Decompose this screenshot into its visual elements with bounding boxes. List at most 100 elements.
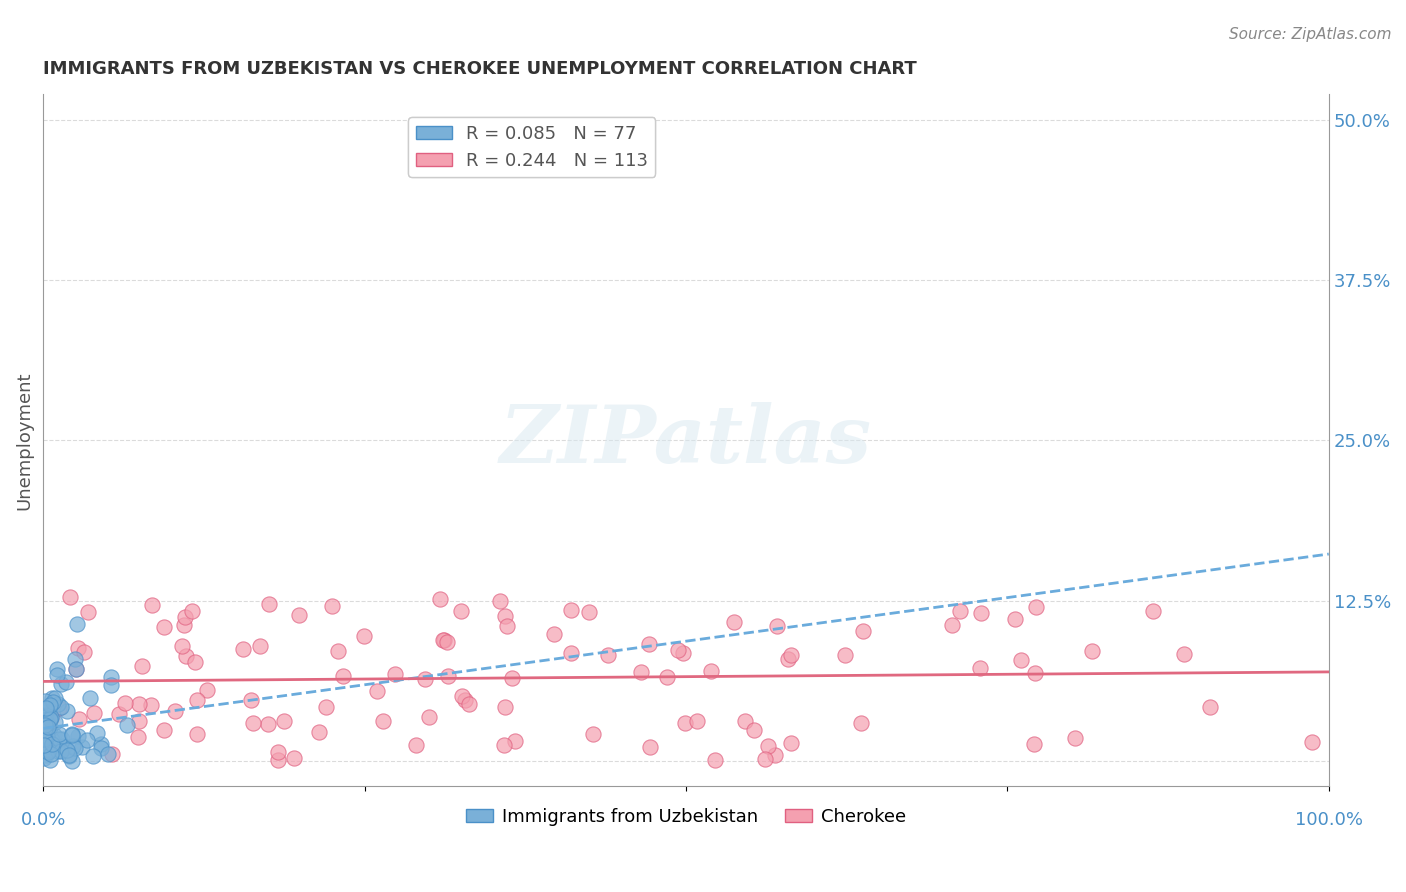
Point (418, 709, 440, 723)
Point (432, 632, 454, 647)
Point (48, 732, 70, 747)
Point (107, 707, 129, 722)
Point (48, 727, 70, 741)
Point (152, 620, 174, 634)
Point (489, 593, 512, 607)
Point (700, 664, 723, 678)
Point (186, 727, 208, 741)
Point (82, 748, 104, 763)
Point (79, 690, 101, 705)
Point (49, 677, 72, 691)
Point (1173, 647, 1195, 661)
Point (970, 606, 993, 620)
Point (60, 754, 83, 768)
Point (1063, 731, 1085, 745)
Point (42, 695, 65, 709)
Point (437, 669, 460, 683)
Point (638, 637, 661, 651)
Point (35, 716, 58, 731)
Point (195, 682, 218, 697)
Point (433, 632, 456, 647)
Point (744, 723, 766, 737)
Point (671, 646, 693, 660)
Point (39, 709, 62, 723)
Point (100, 678, 122, 692)
Point (65, 662, 87, 676)
Point (756, 739, 779, 753)
Point (67, 712, 90, 726)
Point (734, 714, 756, 728)
Point (494, 739, 516, 753)
Point (686, 714, 709, 729)
Point (186, 693, 208, 707)
Point (673, 715, 696, 730)
Point (763, 747, 786, 762)
Point (39, 747, 62, 761)
Point (326, 644, 349, 658)
Point (60, 728, 83, 742)
Point (66, 729, 89, 743)
Point (115, 717, 138, 731)
Point (51, 699, 73, 714)
Point (173, 610, 195, 624)
Point (46, 697, 69, 711)
Point (1024, 737, 1046, 751)
Point (315, 700, 337, 714)
Point (174, 648, 197, 663)
Point (754, 752, 776, 766)
Point (37, 731, 59, 745)
Point (851, 716, 873, 731)
Point (38, 712, 60, 726)
Point (49, 739, 72, 753)
Point (53, 739, 76, 753)
Point (371, 714, 394, 728)
Point (1004, 612, 1026, 626)
Point (852, 624, 875, 638)
Point (494, 608, 516, 623)
Point (97, 747, 120, 761)
Point (77, 605, 100, 619)
Point (288, 607, 311, 622)
Point (183, 656, 205, 670)
Point (152, 723, 174, 737)
Point (578, 605, 600, 619)
Point (34, 731, 56, 746)
Point (44, 728, 66, 742)
Point (267, 753, 290, 767)
Point (704, 753, 727, 767)
Point (66, 616, 89, 631)
Point (67, 640, 90, 655)
Point (58, 749, 80, 764)
Point (1301, 735, 1323, 749)
Point (353, 630, 375, 644)
Point (503, 734, 526, 748)
Point (70, 739, 93, 754)
Point (114, 696, 136, 710)
Point (32, 739, 55, 753)
Point (1010, 653, 1032, 667)
Point (666, 643, 689, 657)
Point (44, 691, 66, 706)
Point (173, 617, 195, 632)
Point (780, 648, 803, 663)
Point (582, 727, 605, 741)
Point (778, 652, 800, 666)
Point (630, 665, 652, 679)
Point (384, 667, 406, 681)
Point (1199, 699, 1222, 714)
Point (596, 648, 619, 663)
Point (100, 670, 122, 684)
Point (86, 726, 108, 740)
Point (257, 716, 280, 731)
Point (37, 714, 59, 728)
Point (39, 719, 62, 733)
Text: Source: ZipAtlas.com: Source: ZipAtlas.com (1229, 27, 1392, 42)
Point (48, 701, 70, 715)
Point (56, 743, 79, 757)
Point (560, 646, 582, 660)
Point (457, 698, 479, 712)
Point (34, 694, 56, 708)
Point (41, 733, 63, 747)
Point (34, 705, 56, 719)
Point (59, 590, 82, 604)
